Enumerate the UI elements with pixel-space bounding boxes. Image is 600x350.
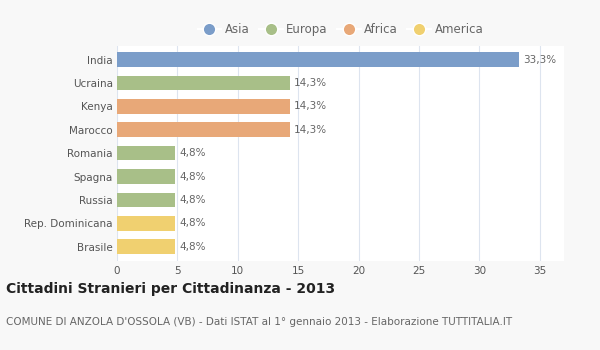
Bar [117, 193, 175, 207]
Text: 4,8%: 4,8% [179, 195, 206, 205]
Text: 4,8%: 4,8% [179, 172, 206, 182]
Legend: Asia, Europa, Africa, America: Asia, Europa, Africa, America [193, 18, 488, 41]
Text: Cittadini Stranieri per Cittadinanza - 2013: Cittadini Stranieri per Cittadinanza - 2… [6, 282, 335, 296]
Bar [117, 52, 519, 67]
Text: 4,8%: 4,8% [179, 148, 206, 158]
Text: 4,8%: 4,8% [179, 218, 206, 228]
Text: 14,3%: 14,3% [294, 102, 327, 111]
Bar [117, 122, 290, 137]
Bar [117, 169, 175, 184]
Text: 4,8%: 4,8% [179, 242, 206, 252]
Bar [117, 99, 290, 114]
Text: 14,3%: 14,3% [294, 125, 327, 135]
Text: 14,3%: 14,3% [294, 78, 327, 88]
Bar [117, 239, 175, 254]
Bar [117, 216, 175, 231]
Text: 33,3%: 33,3% [524, 55, 557, 64]
Bar [117, 146, 175, 160]
Text: COMUNE DI ANZOLA D'OSSOLA (VB) - Dati ISTAT al 1° gennaio 2013 - Elaborazione TU: COMUNE DI ANZOLA D'OSSOLA (VB) - Dati IS… [6, 317, 512, 327]
Bar [117, 76, 290, 90]
